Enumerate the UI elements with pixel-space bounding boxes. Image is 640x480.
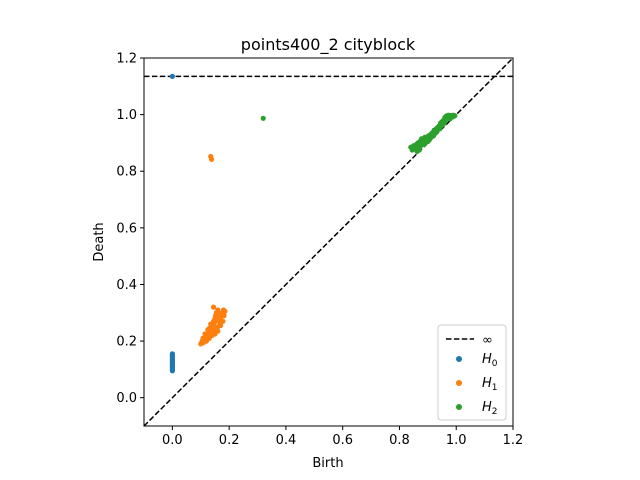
legend-label: H1	[482, 376, 498, 393]
y-tick-label: 0.4	[116, 278, 137, 293]
chart-title: points400_2 cityblock	[241, 35, 416, 55]
data-point	[221, 313, 227, 319]
data-point	[215, 307, 221, 313]
data-point	[206, 325, 212, 331]
legend-marker	[456, 356, 462, 362]
x-tick-label: 0.0	[162, 433, 183, 448]
x-tick-label: 0.6	[332, 433, 353, 448]
x-tick-label: 0.2	[219, 433, 240, 448]
series-h0	[169, 73, 175, 374]
data-point	[425, 138, 431, 145]
data-point	[260, 115, 266, 121]
axes-frame	[143, 57, 514, 427]
legend-marker	[456, 380, 462, 386]
x-tick-label: 1.0	[446, 433, 467, 448]
data-point	[208, 321, 214, 327]
data-point	[200, 335, 206, 341]
data-point	[220, 318, 226, 324]
plot-area	[143, 57, 514, 427]
data-point	[208, 156, 215, 162]
y-axis: 0.0 0.2 0.4 0.6 0.8 1.0 1.2	[116, 52, 144, 406]
legend-marker	[456, 404, 462, 410]
data-points	[169, 73, 458, 374]
y-tick-label: 1.2	[116, 52, 137, 67]
data-point	[452, 113, 458, 119]
data-point	[218, 322, 224, 329]
data-point	[416, 147, 422, 153]
x-axis-label: Birth	[312, 456, 343, 471]
data-point	[222, 308, 228, 314]
data-point	[169, 351, 175, 357]
legend-label: H0	[482, 352, 498, 369]
legend: ∞ H0 H1 H2	[437, 324, 507, 421]
x-tick-label: 0.4	[276, 433, 297, 448]
legend-label: H2	[482, 400, 498, 417]
legend-box	[437, 324, 507, 421]
reference-lines	[144, 58, 513, 426]
y-tick-label: 0.8	[116, 165, 137, 180]
data-point	[202, 331, 208, 337]
y-tick-label: 0.0	[116, 391, 137, 406]
y-tick-label: 0.2	[116, 335, 137, 350]
legend-infinity-label: ∞	[482, 333, 493, 348]
y-axis-label: Death	[92, 222, 107, 261]
x-axis: 0.0 0.2 0.4 0.6 0.8 1.0 1.2	[162, 426, 523, 448]
series-h2	[260, 112, 458, 155]
series-h1	[198, 153, 228, 347]
data-point	[169, 73, 175, 79]
x-tick-label: 1.2	[503, 433, 524, 448]
y-tick-label: 0.6	[116, 221, 137, 236]
x-tick-label: 0.8	[389, 433, 410, 448]
data-point	[210, 304, 217, 310]
y-tick-label: 1.0	[116, 108, 137, 123]
legend-entries: H0 H1 H2	[456, 352, 498, 417]
